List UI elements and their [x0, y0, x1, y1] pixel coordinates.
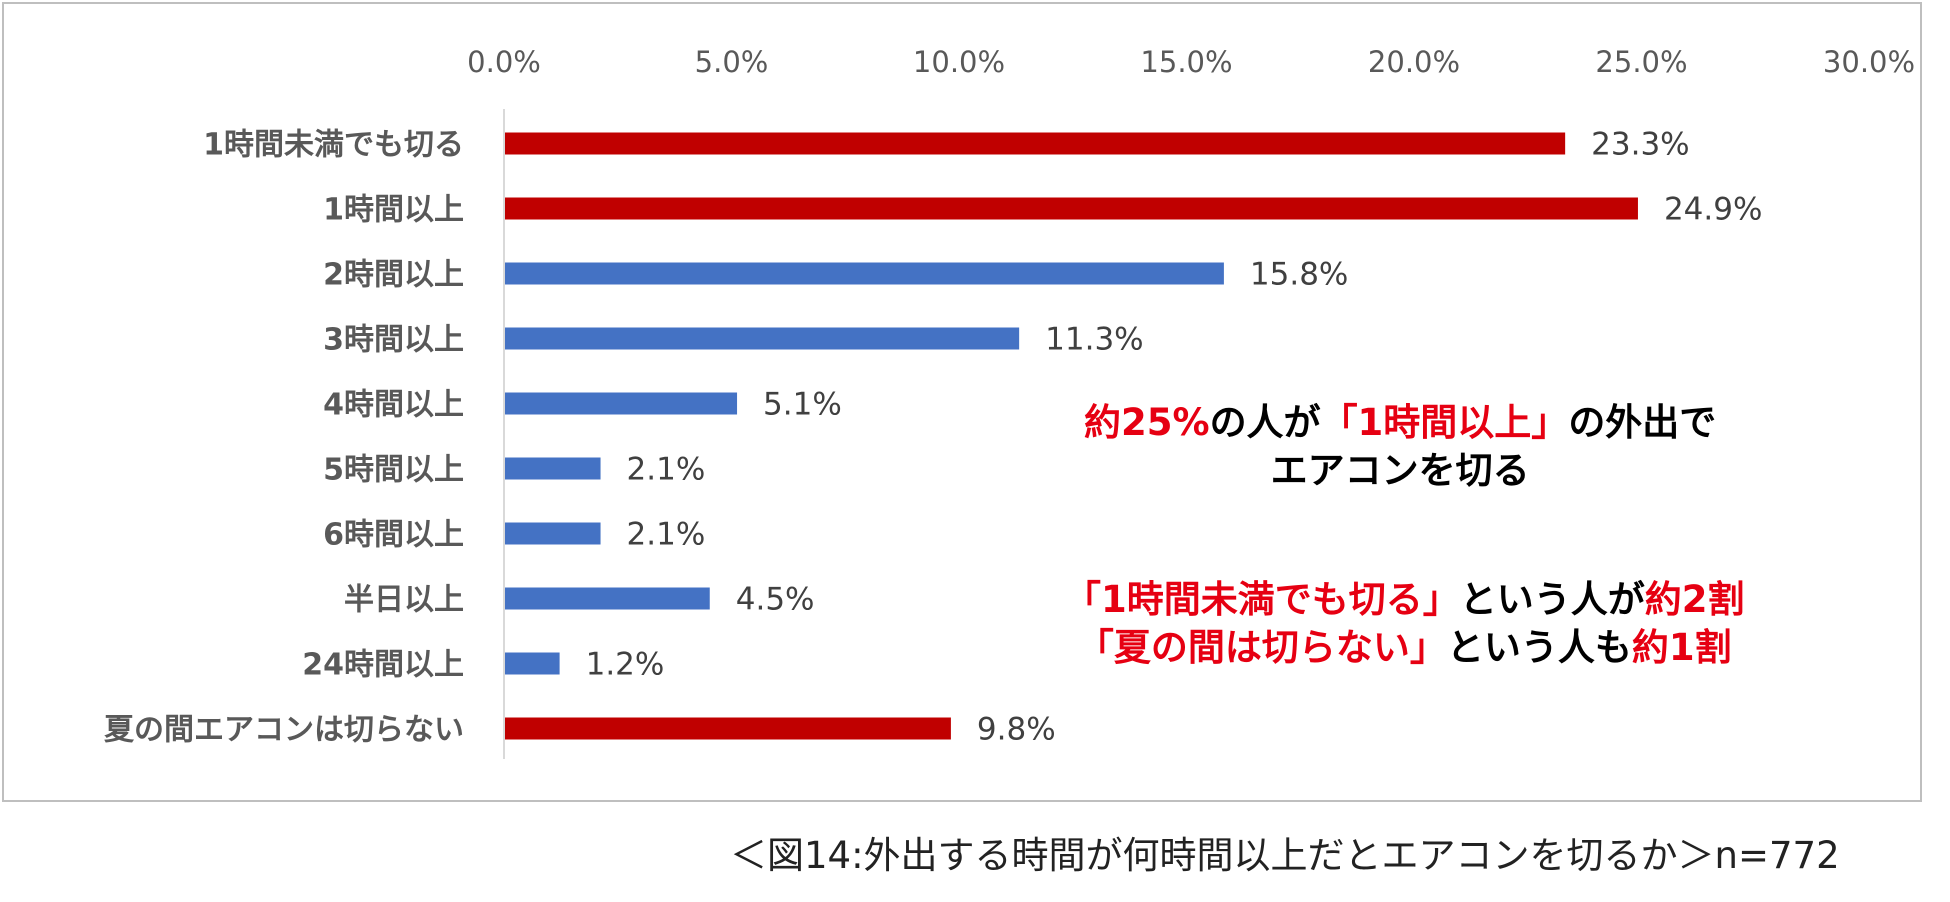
annotation-text: 「1時間未満でも切る」 [1064, 578, 1460, 621]
annotation-shares-line2: 「夏の間は切らない」という人も約1割 [1064, 624, 1745, 672]
bar [505, 522, 601, 545]
x-tick-label: 0.0% [467, 45, 541, 79]
figure-caption: ＜図14:外出する時間が何時間以上だとエアコンを切るか＞n=772 [730, 834, 1840, 877]
data-label: 9.8% [977, 712, 1056, 748]
annotation-text: 「1時間以上」 [1320, 401, 1569, 444]
category-label: 半日以上 [344, 583, 464, 618]
category-label: 2時間以上 [323, 258, 464, 293]
annotation-text: という人が [1459, 578, 1645, 621]
annotation-shares: 「1時間未満でも切る」という人が約2割 「夏の間は切らない」という人も約1割 [1064, 576, 1745, 672]
bar [505, 717, 951, 740]
annotation-text: という人も [1446, 626, 1632, 670]
x-tick-label: 25.0% [1595, 45, 1687, 79]
bar [505, 652, 560, 675]
data-label: 24.9% [1664, 192, 1762, 228]
data-label: 23.3% [1591, 127, 1689, 163]
data-label: 11.3% [1045, 322, 1143, 358]
data-label: 4.5% [736, 582, 815, 618]
annotation-shares-line1: 「1時間未満でも切る」という人が約2割 [1064, 576, 1745, 624]
bar [505, 197, 1638, 220]
annotation-text: 約1割 [1631, 626, 1732, 670]
bar [505, 132, 1566, 155]
annotation-text: 約25% [1084, 401, 1210, 444]
bar [505, 262, 1224, 285]
bar [505, 587, 710, 610]
category-label: 1時間以上 [323, 193, 464, 228]
data-label: 1.2% [586, 647, 665, 683]
category-label: 5時間以上 [323, 453, 464, 488]
annotation-25-line1: 約25%の人が「1時間以上」の外出で [1084, 399, 1716, 447]
bar-chart: 0.0% 5.0% 10.0% 15.0% 20.0% 25.0% 30.0% 1時間未満で… [104, 45, 1915, 759]
annotation-text: の外出で [1568, 401, 1717, 444]
x-tick-label: 15.0% [1140, 45, 1232, 79]
data-label: 2.1% [627, 452, 706, 488]
category-label: 夏の間エアコンは切らない [104, 713, 464, 748]
bar [505, 392, 738, 415]
data-label: 2.1% [627, 517, 706, 553]
annotation-text: 約2割 [1644, 578, 1745, 621]
bar [505, 457, 601, 480]
data-label: 15.8% [1250, 257, 1348, 293]
x-tick-label: 30.0% [1823, 45, 1915, 79]
annotation-25-percent: 約25%の人が「1時間以上」の外出で エアコンを切る [1084, 399, 1716, 495]
annotation-25-line2: エアコンを切る [1270, 449, 1530, 493]
category-label: 4時間以上 [323, 388, 464, 423]
annotation-text: の人が [1209, 401, 1321, 444]
data-label: 5.1% [763, 387, 842, 423]
category-label: 1時間未満でも切る [203, 128, 464, 163]
category-label: 3時間以上 [323, 323, 464, 358]
annotation-text: 「夏の間は切らない」 [1076, 626, 1447, 670]
category-label: 24時間以上 [302, 648, 464, 683]
x-tick-label: 10.0% [913, 45, 1005, 79]
x-tick-label: 20.0% [1368, 45, 1460, 79]
bar [505, 327, 1020, 350]
category-label: 6時間以上 [323, 518, 464, 553]
x-tick-label: 5.0% [695, 45, 769, 79]
chart-frame: 0.0% 5.0% 10.0% 15.0% 20.0% 25.0% 30.0% 1時間未満で… [2, 2, 1922, 802]
